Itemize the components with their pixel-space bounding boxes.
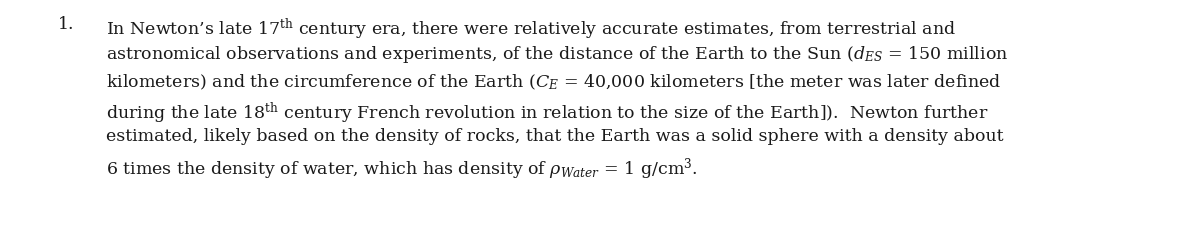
Text: kilometers) and the circumference of the Earth ($C_{E}$ = 40,000 kilometers [the: kilometers) and the circumference of the… xyxy=(106,72,1001,92)
Text: In Newton’s late 17$^{\mathrm{th}}$ century era, there were relatively accurate : In Newton’s late 17$^{\mathrm{th}}$ cent… xyxy=(106,16,955,41)
Text: 6 times the density of water, which has density of $\rho_{Water}$ = 1 g/cm$^3$.: 6 times the density of water, which has … xyxy=(106,156,697,182)
Text: during the late 18$^{\mathrm{th}}$ century French revolution in relation to the : during the late 18$^{\mathrm{th}}$ centu… xyxy=(106,100,988,126)
Text: estimated, likely based on the density of rocks, that the Earth was a solid sphe: estimated, likely based on the density o… xyxy=(106,128,1003,145)
Text: astronomical observations and experiments, of the distance of the Earth to the S: astronomical observations and experiment… xyxy=(106,44,1008,65)
Text: 1.: 1. xyxy=(58,16,74,33)
